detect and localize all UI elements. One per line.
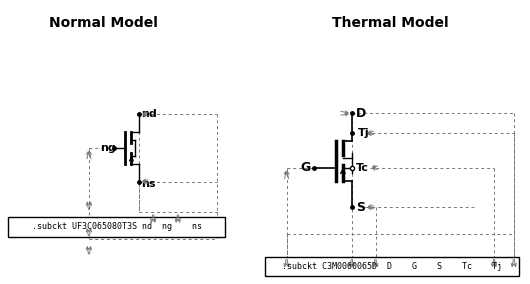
Text: ns: ns xyxy=(142,179,156,189)
Text: D: D xyxy=(356,107,366,120)
Text: Thermal Model: Thermal Model xyxy=(332,16,448,30)
Text: .subckt UF3C065080T3S nd  ng    ns: .subckt UF3C065080T3S nd ng ns xyxy=(32,222,201,231)
Text: Tj: Tj xyxy=(358,128,369,138)
Text: ng: ng xyxy=(100,143,116,153)
Text: Normal Model: Normal Model xyxy=(49,16,158,30)
Text: nd: nd xyxy=(142,109,157,119)
Text: S: S xyxy=(356,201,365,214)
Text: .subckt C3M0060065D  D    G    S    Tc    Tj: .subckt C3M0060065D D G S Tc Tj xyxy=(282,262,502,271)
Text: Tc: Tc xyxy=(356,163,369,173)
FancyBboxPatch shape xyxy=(8,217,225,237)
FancyBboxPatch shape xyxy=(265,257,519,276)
Text: G: G xyxy=(301,161,311,174)
